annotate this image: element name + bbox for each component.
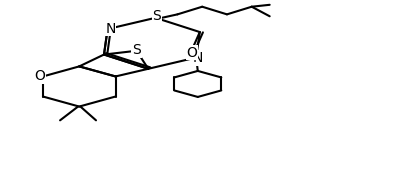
- Text: O: O: [186, 46, 197, 60]
- Text: S: S: [132, 43, 140, 57]
- Text: S: S: [152, 9, 161, 23]
- Text: O: O: [34, 69, 45, 83]
- Text: N: N: [105, 22, 115, 36]
- Text: N: N: [192, 51, 203, 65]
